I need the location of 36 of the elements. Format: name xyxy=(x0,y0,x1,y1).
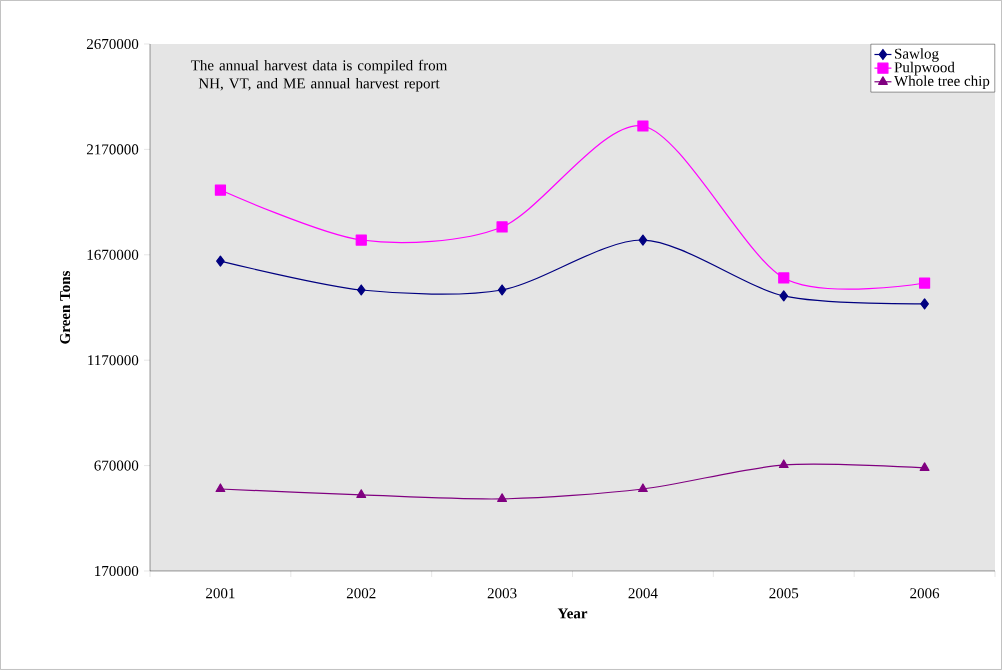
point xyxy=(637,120,649,132)
point xyxy=(215,483,226,493)
point xyxy=(496,221,508,233)
y-tick-label: 1170000 xyxy=(88,355,139,366)
x-tick-label: 2002 xyxy=(346,588,376,599)
y-tick-label: 2170000 xyxy=(86,144,139,155)
point xyxy=(356,489,367,498)
x-tick-label: 2001 xyxy=(206,588,235,599)
legend-label: Sawlog xyxy=(895,48,939,62)
point xyxy=(214,184,227,196)
point xyxy=(778,459,789,469)
x-tick-label: 2005 xyxy=(769,588,799,599)
y-tick-label: 170000 xyxy=(95,565,139,577)
point xyxy=(637,483,648,493)
point xyxy=(216,255,225,267)
point xyxy=(638,234,648,246)
point xyxy=(779,290,789,302)
point xyxy=(355,234,367,246)
point xyxy=(918,277,931,289)
legend-label: Whole tree chip xyxy=(894,75,990,90)
point xyxy=(919,462,930,472)
x-axis-title: Year xyxy=(557,608,588,619)
x-tick-label: 2004 xyxy=(628,588,658,599)
point xyxy=(356,284,366,296)
legend-label: Pulpwood xyxy=(894,61,955,76)
y-tick-label: 670000 xyxy=(94,460,139,471)
point xyxy=(497,493,508,502)
y-axis-title: Green Tons xyxy=(60,270,71,344)
y-tick-label: 1670000 xyxy=(87,249,139,260)
point xyxy=(920,298,929,310)
point xyxy=(778,272,790,284)
x-tick-label: 2006 xyxy=(910,588,940,599)
annotation: The annual harvest data is compiled from NH, VT, and ME annual harvest report xyxy=(190,59,448,92)
point xyxy=(497,284,507,296)
y-tick-label: 2670000 xyxy=(86,38,139,50)
x-tick-label: 2003 xyxy=(487,588,517,599)
